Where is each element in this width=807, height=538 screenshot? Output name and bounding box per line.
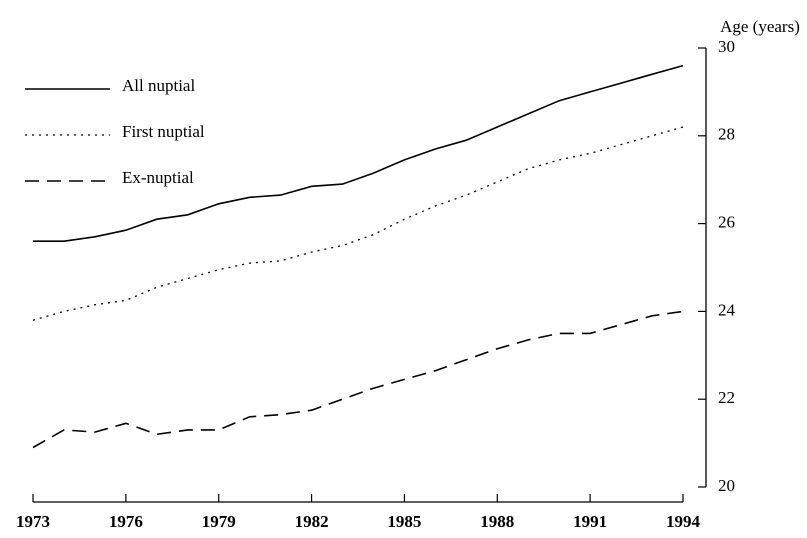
x-tick-label: 1985: [387, 512, 421, 531]
x-tick-label: 1994: [666, 512, 701, 531]
x-tick-label: 1973: [16, 512, 50, 531]
y-tick-label: 28: [718, 125, 735, 144]
legend-label: All nuptial: [122, 76, 195, 95]
legend-label: First nuptial: [122, 122, 205, 141]
y-tick-label: 22: [718, 388, 735, 407]
x-tick-label: 1976: [109, 512, 143, 531]
legend-label: Ex-nuptial: [122, 168, 194, 187]
series-line: [32, 126, 684, 321]
x-tick-label: 1979: [202, 512, 236, 531]
y-tick-label: 24: [718, 300, 736, 319]
x-tick-label: 1982: [295, 512, 329, 531]
y-tick-label: 26: [718, 213, 735, 232]
y-axis-title: Age (years): [720, 17, 800, 36]
y-tick-label: 30: [718, 37, 735, 56]
x-tick-label: 1991: [573, 512, 607, 531]
series-line: [33, 64, 684, 242]
x-tick-label: 1988: [480, 512, 514, 531]
series-line: [32, 310, 684, 449]
y-tick-label: 20: [718, 476, 735, 495]
